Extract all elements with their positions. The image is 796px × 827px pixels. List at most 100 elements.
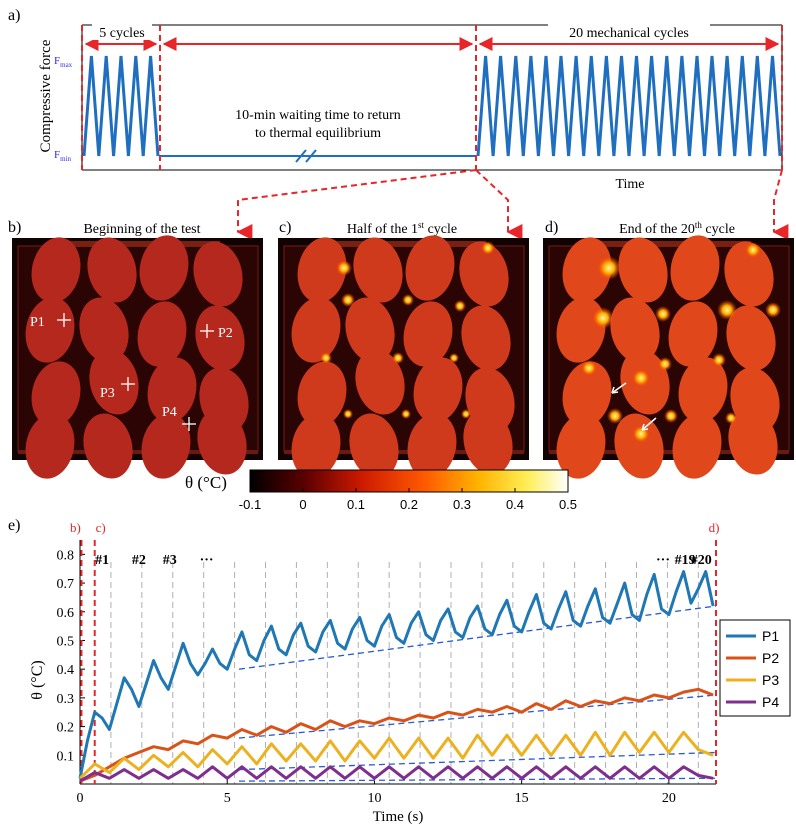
connector-arrows	[236, 169, 789, 240]
top-platen	[50, 241, 220, 247]
grain-ellipse	[291, 297, 341, 363]
grain-ellipse	[562, 237, 612, 303]
y-tick-label: 0.2	[57, 721, 75, 736]
panel-a-axes	[81, 24, 783, 171]
legend-label: P4	[762, 694, 779, 710]
grain-ellipse	[87, 237, 137, 303]
cycle-label: #20	[691, 553, 712, 568]
hot-spot	[449, 353, 459, 363]
grain-ellipse	[297, 237, 347, 303]
fmax-label: Fmax	[54, 55, 73, 69]
marker-label: c)	[96, 520, 106, 535]
panel-a-ylabel: Compressive force	[38, 39, 54, 152]
hot-spot	[632, 369, 650, 387]
hot-spot	[402, 294, 414, 306]
grain-ellipse	[141, 413, 191, 479]
bottom-platen	[549, 450, 789, 454]
colorbar-tick-label: 0.1	[347, 497, 365, 512]
x-tick-label: 20	[662, 791, 676, 806]
grain-ellipse	[195, 305, 245, 371]
y-tick-label: 0.4	[57, 663, 75, 678]
hot-spot	[607, 408, 623, 424]
grain-ellipse	[670, 235, 720, 301]
top-platen	[316, 241, 486, 247]
grain-ellipse	[459, 241, 509, 307]
grain-ellipse	[137, 301, 187, 367]
grain-ellipse	[672, 413, 722, 479]
series-line-p4	[79, 765, 714, 783]
grain-ellipse	[678, 357, 728, 423]
grain-ellipse	[25, 297, 75, 363]
marker-label: d)	[709, 520, 720, 535]
waiting-label-line2: to thermal equilibrium	[255, 126, 381, 141]
line-chart: 0 5 10 15 20 0.1 0.2 0.3 0.4 0.5 0.6 0.7 0.8 b) c) d) #1…	[57, 520, 720, 806]
cycle-label: ···	[200, 553, 214, 568]
point-label-p4: P4	[162, 405, 177, 420]
cycle-label: ···	[656, 553, 670, 568]
grain-ellipse	[147, 357, 197, 423]
grain-ellipse	[724, 241, 774, 307]
chart-ylabel: θ (°C)	[29, 660, 46, 699]
x-tick-label: 0	[77, 791, 84, 806]
trend-line	[238, 605, 717, 670]
grain-ellipse	[83, 413, 133, 479]
y-tick-label: 0.6	[57, 606, 75, 621]
grain-ellipse	[463, 409, 513, 475]
grain-ellipse	[614, 413, 664, 479]
hot-spot	[597, 256, 621, 280]
panel-c-title: Half of the 1st cycle	[347, 220, 457, 237]
grain-ellipse	[610, 297, 660, 363]
hot-spot	[725, 412, 737, 424]
legend-label: P1	[762, 628, 779, 644]
colorbar-label: θ (°C)	[185, 473, 227, 492]
marker-label: b)	[70, 520, 81, 535]
load-wave-end	[476, 55, 782, 157]
waiting-label-line1: 10-min waiting time to return	[235, 108, 401, 123]
hot-spot	[581, 360, 597, 376]
trend-line	[238, 694, 717, 739]
panel-d-letter: d)	[545, 219, 558, 236]
grain-ellipse	[345, 297, 395, 363]
grain-ellipse	[193, 241, 243, 307]
x-tick-label: 15	[515, 791, 529, 806]
hot-spot	[632, 425, 650, 443]
hot-spot	[461, 409, 471, 419]
hot-spot	[717, 300, 737, 320]
colorbar-tick-label: 0	[299, 497, 306, 512]
panel-a-xlabel: Time	[615, 177, 644, 192]
grain-ellipse	[349, 413, 399, 479]
grain-ellipse	[79, 297, 129, 363]
legend-label: P2	[762, 650, 779, 666]
thermal-image-b	[12, 235, 263, 479]
grain-ellipse	[668, 301, 718, 367]
point-label-p2: P2	[218, 326, 233, 341]
grain-ellipse	[291, 413, 341, 479]
series-line-p1	[78, 570, 715, 779]
panel-d-title: End of the 20th cycle	[619, 220, 735, 237]
grain-ellipse	[139, 235, 189, 301]
grain-ellipse	[197, 409, 247, 475]
highlight-arrows	[611, 382, 657, 431]
cycle-label: #3	[163, 553, 177, 568]
axis-break-mark	[295, 149, 317, 163]
grain-ellipse	[31, 237, 81, 303]
x-tick-label: 10	[367, 791, 381, 806]
grain-ellipse	[353, 237, 403, 303]
panel-c-letter: c)	[279, 219, 291, 236]
thermal-image-c	[278, 235, 529, 479]
panel-a-letter: a)	[8, 7, 20, 24]
hot-spot	[401, 409, 411, 419]
top-platen	[581, 241, 751, 247]
grain-ellipse	[403, 301, 453, 367]
grain-ellipse	[31, 361, 81, 427]
colorbar-tick-label: 0.3	[453, 497, 471, 512]
grain-ellipse	[461, 305, 511, 371]
point-markers	[57, 313, 214, 431]
grain-ellipse	[726, 305, 776, 371]
hot-spot	[336, 260, 352, 276]
load-wave-start	[82, 55, 160, 157]
grain-ellipse	[562, 361, 612, 427]
grain-ellipse	[407, 413, 457, 479]
panel-e-letter: e)	[8, 517, 20, 534]
hot-spot	[658, 357, 672, 371]
